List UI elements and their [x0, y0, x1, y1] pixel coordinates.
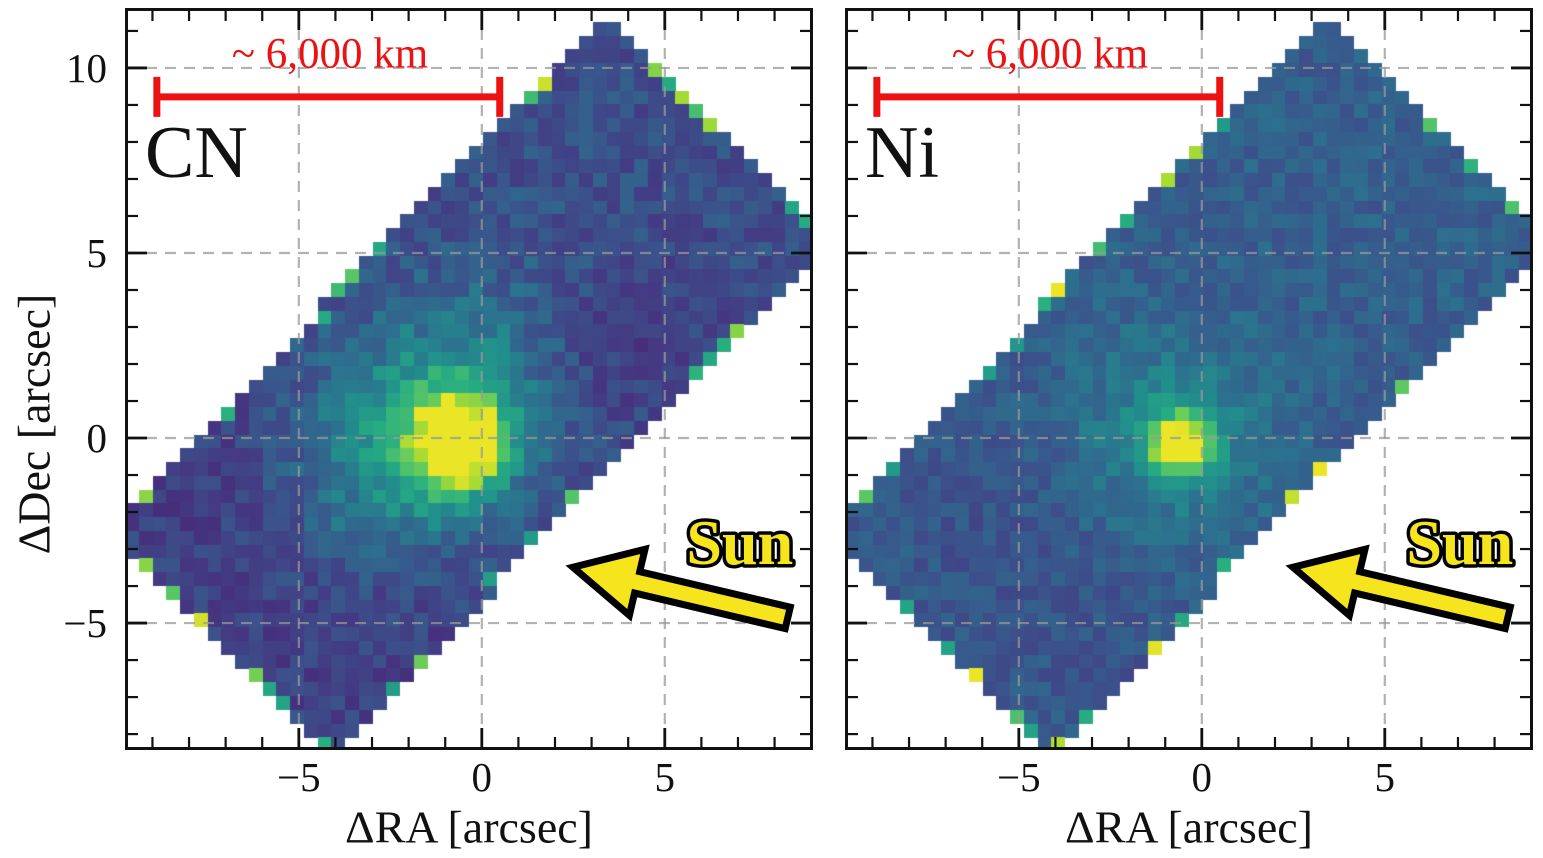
x-tick-label: 0 [1192, 754, 1213, 800]
sun-label: Sun [686, 507, 793, 578]
y-axis-label: ΔDec [arcsec] [8, 293, 60, 555]
y-tick-label: −5 [63, 600, 107, 646]
plot-border [125, 8, 813, 750]
x-tick-label: −5 [997, 754, 1041, 800]
y-tick-label: 0 [87, 415, 108, 461]
sun-label: Sun [1406, 507, 1513, 578]
scalebar-label-cn: ~ 6,000 km [231, 30, 429, 78]
x-tick-label: 5 [655, 754, 676, 800]
x-axis-label-cn: ΔRA [arcsec] [345, 801, 593, 853]
x-tick-label: 0 [472, 754, 493, 800]
y-tick-label: 10 [66, 45, 107, 91]
plot-border [845, 8, 1533, 750]
scalebar-label-ni: ~ 6,000 km [951, 30, 1149, 78]
panel-title-ni: Ni [865, 112, 939, 194]
x-tick-label: −5 [277, 754, 321, 800]
x-tick-label: 5 [1375, 754, 1396, 800]
heatmap-cn [125, 8, 813, 750]
panel-title-cn: CN [145, 112, 248, 194]
sun-arrow [565, 544, 795, 633]
heatmap-ni [845, 8, 1533, 750]
x-axis-label-ni: ΔRA [arcsec] [1065, 801, 1313, 853]
sun-arrow [1285, 544, 1515, 633]
y-tick-label: 5 [87, 230, 108, 276]
